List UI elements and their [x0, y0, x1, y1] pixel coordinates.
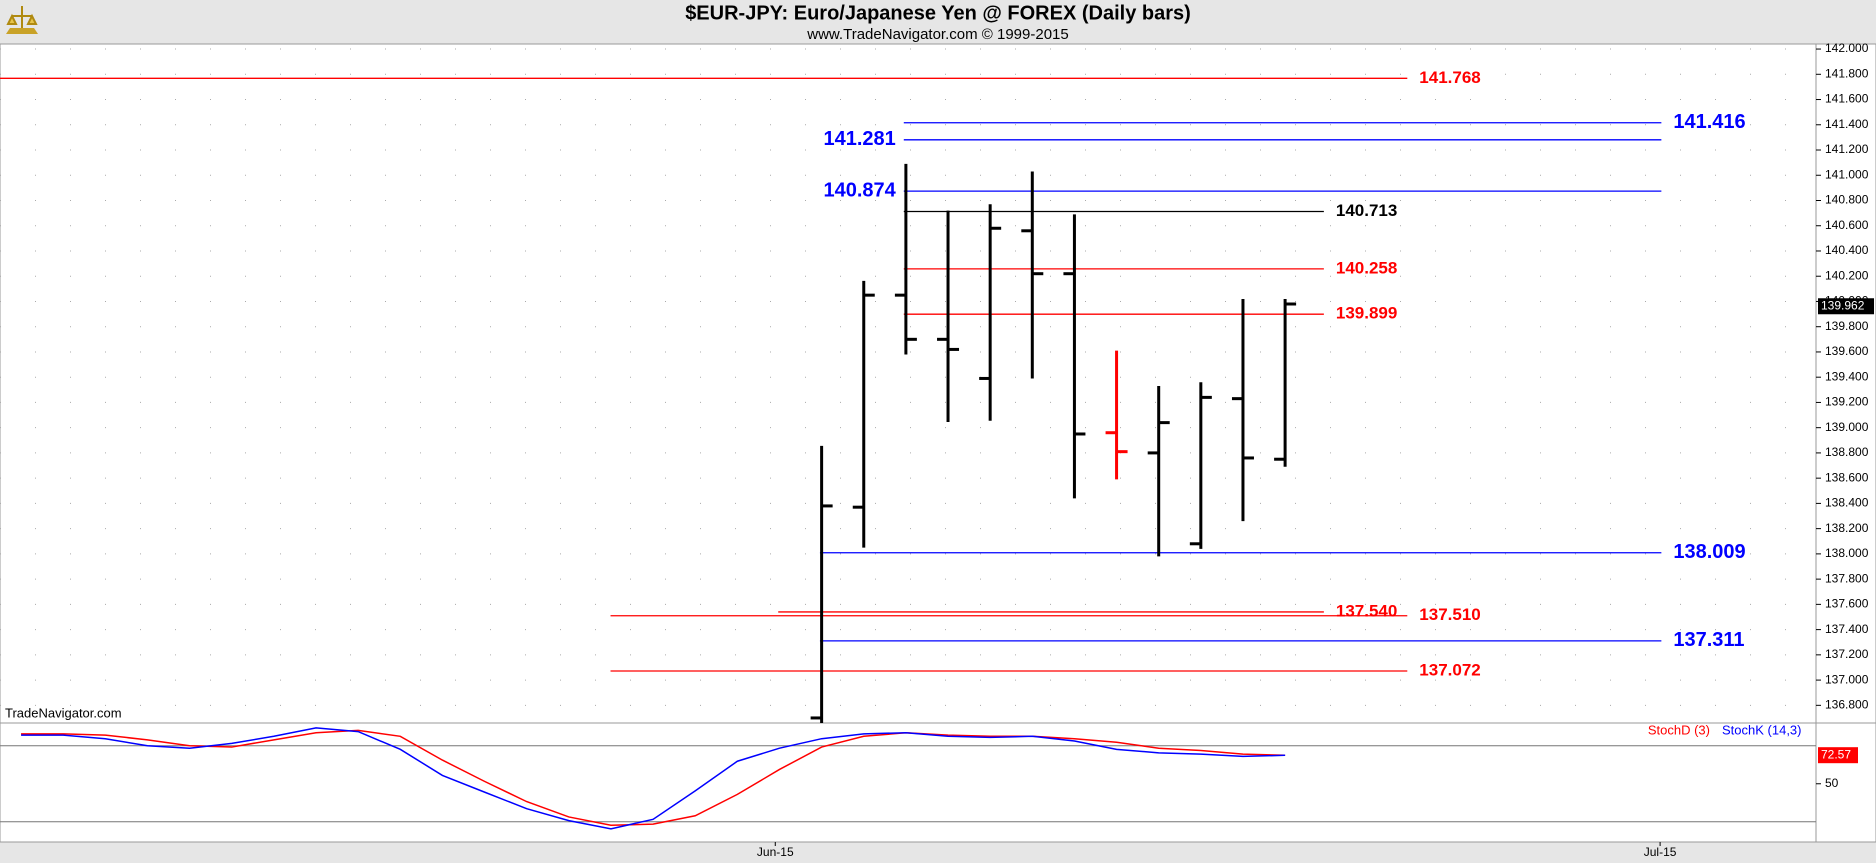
y-tick-label: 140.200: [1825, 268, 1869, 282]
x-tick-label: Jul-15: [1644, 845, 1677, 859]
level-label: 137.510: [1419, 605, 1480, 624]
watermark: TradeNavigator.com: [5, 705, 122, 720]
y-tick-label: 138.000: [1825, 546, 1869, 560]
stoch-line: [21, 727, 1286, 830]
chart-title: $EUR-JPY: Euro/Japanese Yen @ FOREX (Dai…: [685, 2, 1191, 24]
axis-background: [1815, 43, 1876, 843]
legend-entry: StochK (14,3): [1722, 722, 1802, 737]
level-label: 140.874: [823, 179, 896, 201]
y-tick-label: 137.600: [1825, 597, 1869, 611]
level-label: 140.258: [1336, 258, 1397, 277]
y-tick-label: 138.200: [1825, 521, 1869, 535]
y-tick-label: 137.800: [1825, 571, 1869, 585]
y-tick-label: 138.600: [1825, 470, 1869, 484]
logo: [6, 6, 38, 34]
y-tick-label: 136.800: [1825, 698, 1869, 712]
chart-subtitle: www.TradeNavigator.com © 1999-2015: [806, 26, 1068, 43]
y-tick-label: 139.800: [1825, 319, 1869, 333]
y-tick-label: 142.000: [1825, 41, 1869, 55]
level-label: 137.072: [1419, 660, 1480, 679]
y-tick-label: 141.600: [1825, 92, 1869, 106]
plot-layer: [0, 48, 1816, 723]
y-tick-label: 140.800: [1825, 193, 1869, 207]
plot-background: [0, 43, 1817, 843]
y-tick-label: 140.400: [1825, 243, 1869, 257]
y-tick-label: 141.800: [1825, 66, 1869, 80]
y-tick-label: 139.400: [1825, 369, 1869, 383]
level-label: 141.281: [823, 128, 895, 150]
y-tick-label: 141.200: [1825, 142, 1869, 156]
level-label: 137.540: [1336, 601, 1397, 620]
y-tick-label: 141.400: [1825, 117, 1869, 131]
y-tick-label: 140.600: [1825, 218, 1869, 232]
y-tick-label: 138.800: [1825, 445, 1869, 459]
plot-layer: [0, 727, 1816, 830]
y-tick-label: 138.400: [1825, 496, 1869, 510]
last-price-label: 139.962: [1821, 298, 1865, 312]
stoch-line: [21, 729, 1286, 827]
level-label: 139.899: [1336, 304, 1397, 323]
y-tick-label: 139.200: [1825, 395, 1869, 409]
y-tick-label: 50: [1825, 776, 1839, 790]
y-tick-label: 137.000: [1825, 672, 1869, 686]
y-tick-label: 141.000: [1825, 167, 1869, 181]
y-tick-label: 137.200: [1825, 647, 1869, 661]
y-tick-label: 139.600: [1825, 344, 1869, 358]
level-label: 141.416: [1673, 111, 1745, 133]
last-price-box: [1818, 298, 1874, 315]
last-value-label: 72.57: [1821, 747, 1851, 761]
legend-entry: StochD (3): [1648, 722, 1710, 737]
last-value-box: [1818, 747, 1858, 764]
y-tick-label: 139.000: [1825, 420, 1869, 434]
level-label: 141.768: [1419, 68, 1480, 87]
level-label: 137.311: [1673, 629, 1744, 651]
x-tick-label: Jun-15: [757, 845, 794, 859]
level-label: 140.713: [1336, 201, 1397, 220]
y-tick-label: 137.400: [1825, 622, 1869, 636]
level-label: 138.009: [1673, 541, 1745, 563]
